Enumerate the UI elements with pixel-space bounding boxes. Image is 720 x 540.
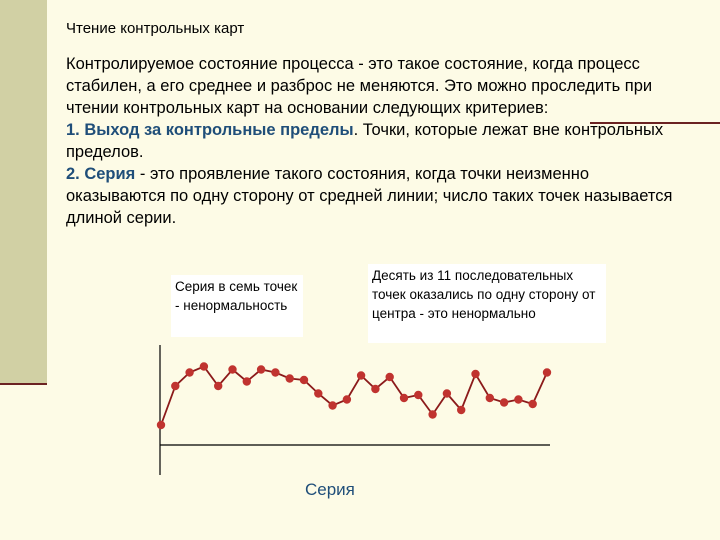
data-series bbox=[156, 362, 552, 430]
data-point bbox=[356, 371, 366, 380]
intro-paragraph: Контролируемое состояние процесса - это … bbox=[66, 55, 653, 117]
sidebar-rule bbox=[0, 383, 47, 385]
data-point bbox=[414, 390, 423, 400]
data-point bbox=[457, 405, 466, 415]
data-point bbox=[271, 368, 280, 377]
data-point bbox=[514, 395, 523, 404]
data-point bbox=[314, 389, 323, 398]
data-point bbox=[214, 381, 223, 391]
chart-caption: Серия bbox=[305, 480, 355, 499]
data-point bbox=[399, 393, 409, 403]
data-point bbox=[185, 368, 194, 377]
data-point bbox=[342, 395, 352, 404]
note-ten-of-eleven: Десять из 11 последовательных точек оказ… bbox=[368, 264, 606, 343]
data-point bbox=[228, 365, 237, 374]
data-point bbox=[171, 381, 180, 391]
criterion-1: 1. Выход за контрольные пределы. Точки, … bbox=[38, 119, 678, 163]
criterion-1-text: . Точки, которые лежат вне контрольных п… bbox=[66, 121, 664, 161]
data-point bbox=[256, 365, 266, 374]
data-point bbox=[328, 401, 337, 410]
data-point bbox=[442, 389, 452, 398]
sidebar-decoration bbox=[0, 0, 47, 384]
data-point bbox=[499, 398, 509, 407]
criterion-1-label: 1. Выход за контрольные пределы bbox=[66, 121, 354, 139]
data-point bbox=[242, 377, 251, 386]
data-point bbox=[528, 399, 537, 409]
criterion-2: 2. Серия - это проявление такого состоян… bbox=[38, 163, 678, 229]
data-point bbox=[371, 384, 380, 394]
slide-title: Чтение контрольных карт bbox=[66, 20, 245, 37]
data-point bbox=[385, 372, 394, 382]
top-rule bbox=[590, 122, 720, 124]
data-point bbox=[156, 420, 166, 430]
note-seven-points: Серия в семь точек - ненормальность bbox=[171, 275, 303, 337]
data-point bbox=[542, 368, 552, 377]
slide-body: Контролируемое состояние процесса - это … bbox=[38, 53, 678, 229]
criterion-2-text: - это проявление такого состояния, когда… bbox=[66, 165, 673, 227]
data-point bbox=[285, 374, 294, 383]
series-line bbox=[160, 365, 548, 426]
data-point bbox=[199, 362, 209, 371]
data-point bbox=[471, 369, 480, 379]
data-point bbox=[428, 410, 437, 419]
criterion-2-label: 2. Серия bbox=[66, 165, 136, 183]
data-point bbox=[485, 393, 494, 403]
data-point bbox=[299, 375, 309, 385]
